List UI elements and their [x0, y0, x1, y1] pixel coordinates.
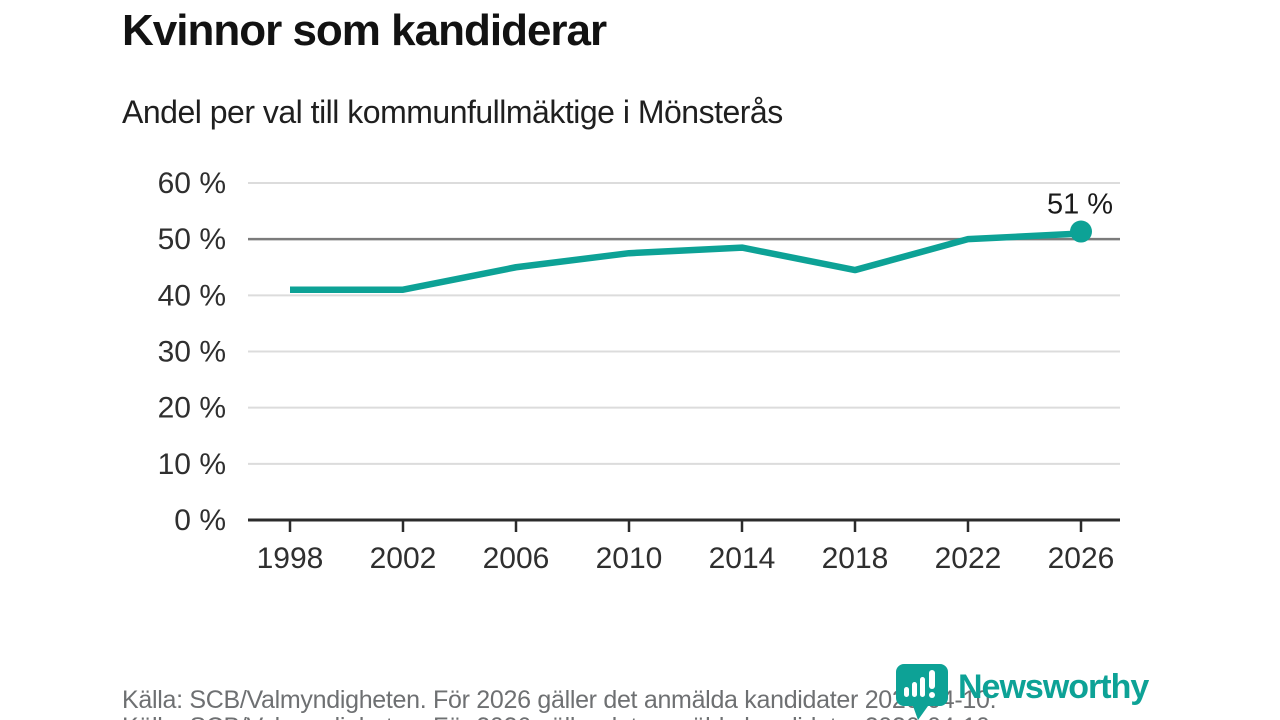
x-tick-label: 2010: [596, 542, 663, 575]
x-tick-label: 2026: [1048, 542, 1115, 575]
x-tick-label: 2002: [370, 542, 437, 575]
bar-chart-pin-icon: [896, 664, 948, 720]
data-line: [290, 230, 1082, 293]
end-point-marker: [1070, 220, 1092, 243]
x-tick-label: 2022: [935, 542, 1002, 575]
newsworthy-wordmark: Newsworthy: [958, 668, 1149, 706]
y-tick-label: 60 %: [158, 167, 226, 200]
chart-subtitle: Andel per val till kommunfullmäktige i M…: [122, 94, 783, 130]
end-value-label: 51 %: [1047, 189, 1113, 221]
y-tick-label: 0 %: [174, 504, 226, 537]
y-tick-label: 10 %: [158, 448, 226, 481]
source-note: Källa: SCB/Valmyndigheten. För 2026 gäll…: [122, 686, 997, 714]
y-tick-label: 40 %: [158, 279, 226, 312]
line-chart: 60 % 50 % 40 % 30 % 20 % 10 % 0 % 1998 2002 2006 2…: [158, 167, 1120, 575]
x-tick-label: 1998: [257, 542, 324, 575]
y-tick-label: 30 %: [158, 336, 226, 369]
chart-title: Kvinnor som kandiderar: [122, 6, 607, 55]
y-tick-label: 50 %: [158, 223, 226, 256]
source-note-clipped-duplicate: Källa: SCB/Valmyndigheten. För 2026 gäll…: [122, 713, 997, 720]
x-tick-label: 2018: [822, 542, 889, 575]
x-tick-label: 2014: [709, 542, 776, 575]
newsworthy-branding: Newsworthy: [894, 662, 1149, 720]
y-tick-label: 20 %: [158, 392, 226, 425]
x-tick-label: 2006: [483, 542, 550, 575]
